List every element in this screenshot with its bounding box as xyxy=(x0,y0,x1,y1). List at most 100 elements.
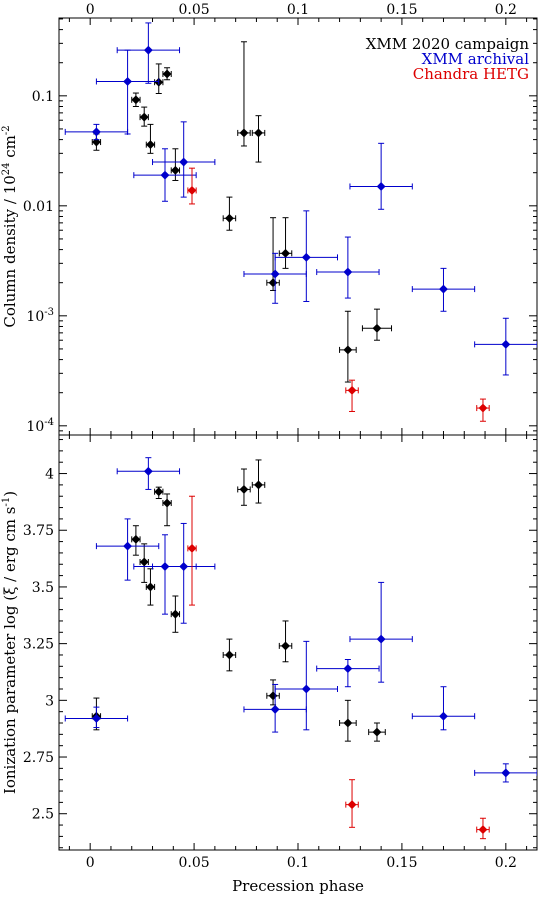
data-point xyxy=(345,379,359,412)
y-axis-label: Column density / 1024 cm-2 xyxy=(1,125,19,327)
diamond-marker xyxy=(376,182,386,191)
y-tick-label: 0.01 xyxy=(23,199,54,215)
data-point xyxy=(187,167,197,205)
y-axis-label-main: Column density / 10 xyxy=(1,175,19,327)
x-tick-label-top: 0.05 xyxy=(179,2,210,18)
y-tick-label: 0.1 xyxy=(32,89,54,105)
x-tick-label: 0.05 xyxy=(179,855,210,871)
data-point xyxy=(64,123,129,141)
data-point xyxy=(349,581,413,683)
y-tick-label: 3.75 xyxy=(23,523,54,539)
y-tick-label: 10-3 xyxy=(26,307,54,325)
diamond-marker xyxy=(343,718,353,728)
diamond-marker xyxy=(301,684,311,694)
data-point xyxy=(145,568,156,606)
diamond-marker xyxy=(239,485,249,494)
diamond-marker xyxy=(254,480,263,490)
y-tick-label: 3.5 xyxy=(32,580,54,596)
series-xmm-archival xyxy=(64,457,537,783)
data-points xyxy=(64,22,537,422)
x-tick-label-top: 0.15 xyxy=(386,2,417,18)
data-point xyxy=(162,493,172,527)
data-point xyxy=(170,595,181,633)
series-chandra-hetg xyxy=(187,495,490,840)
data-point xyxy=(339,310,357,383)
diamond-marker xyxy=(146,140,155,150)
x-tick-label: 0 xyxy=(86,855,95,871)
series-xmm-2020-campaign xyxy=(91,41,393,383)
diamond-marker xyxy=(372,727,382,737)
data-point xyxy=(361,308,393,341)
data-point xyxy=(316,659,380,688)
data-point xyxy=(251,459,266,504)
x-tick-label-top: 0.2 xyxy=(495,2,517,18)
legend-entry: XMM 2020 campaign xyxy=(366,35,530,53)
diamond-marker xyxy=(162,498,172,508)
series-chandra-hetg xyxy=(187,167,490,422)
diamond-marker xyxy=(439,284,448,294)
y-tick-label: 10-4 xyxy=(26,417,54,435)
data-point xyxy=(274,640,338,731)
data-point xyxy=(339,699,357,742)
diamond-marker xyxy=(224,213,234,223)
diamond-marker xyxy=(343,664,353,674)
x-tick-label-top: 0 xyxy=(86,2,95,18)
tick-base: 10 xyxy=(26,419,44,435)
diamond-marker xyxy=(170,609,180,619)
data-point xyxy=(274,210,338,302)
x-tick-label: 0.15 xyxy=(386,855,417,871)
diamond-marker xyxy=(478,403,488,413)
legend-entry: Chandra HETG xyxy=(413,65,529,83)
diamond-marker xyxy=(187,186,197,195)
data-point xyxy=(64,706,129,729)
diamond-marker xyxy=(372,323,382,333)
data-point xyxy=(162,67,172,81)
diamond-marker xyxy=(343,267,353,277)
tick-base: 10 xyxy=(26,309,44,325)
data-point xyxy=(139,543,149,583)
diamond-marker xyxy=(170,165,180,175)
y-tick-label: 3 xyxy=(45,693,54,709)
series-xmm-2020-campaign xyxy=(91,459,386,742)
y-tick-label: 2.75 xyxy=(23,750,54,766)
diamond-marker xyxy=(123,541,133,551)
y-axis-label-main: Ionization parameter log (ξ / erg cm s xyxy=(1,507,19,795)
data-point xyxy=(116,22,181,84)
data-point xyxy=(133,534,197,615)
data-point xyxy=(95,518,160,581)
x-tick-label-top: 0.1 xyxy=(287,2,309,18)
data-points xyxy=(64,457,537,840)
diamond-marker xyxy=(478,825,488,835)
diamond-marker xyxy=(146,582,155,592)
y-axis-label-close: ) xyxy=(1,491,19,497)
data-point xyxy=(266,679,280,706)
diamond-marker xyxy=(376,634,386,644)
diamond-marker xyxy=(281,248,290,258)
diamond-marker xyxy=(501,768,511,778)
data-point xyxy=(154,486,164,499)
diamond-marker xyxy=(179,562,189,571)
diamond-marker xyxy=(143,45,153,55)
y-axis-label: Ionization parameter log (ξ / erg cm s-1… xyxy=(1,491,19,794)
diamond-marker xyxy=(91,714,101,723)
y-tick-label: 4 xyxy=(45,467,54,483)
data-point xyxy=(145,123,156,154)
data-point xyxy=(474,317,537,376)
panel-bottom: 0 0.05 0.1 0.15 0.2 2.5 2.75 3 3.25 3.5 3.75 4 Ioniz… xyxy=(1,434,538,895)
data-point xyxy=(139,106,149,127)
diamond-marker xyxy=(91,127,101,137)
data-point xyxy=(131,525,141,556)
diamond-marker xyxy=(139,557,149,567)
data-point xyxy=(345,779,359,828)
diamond-marker xyxy=(301,252,311,262)
diamond-marker xyxy=(123,77,133,86)
x-axis-label: Precession phase xyxy=(232,877,364,895)
diamond-marker xyxy=(179,157,189,167)
data-point xyxy=(476,817,490,840)
diamond-marker xyxy=(343,345,353,355)
data-point xyxy=(278,217,293,269)
data-point xyxy=(474,763,537,783)
diamond-marker xyxy=(270,269,280,279)
